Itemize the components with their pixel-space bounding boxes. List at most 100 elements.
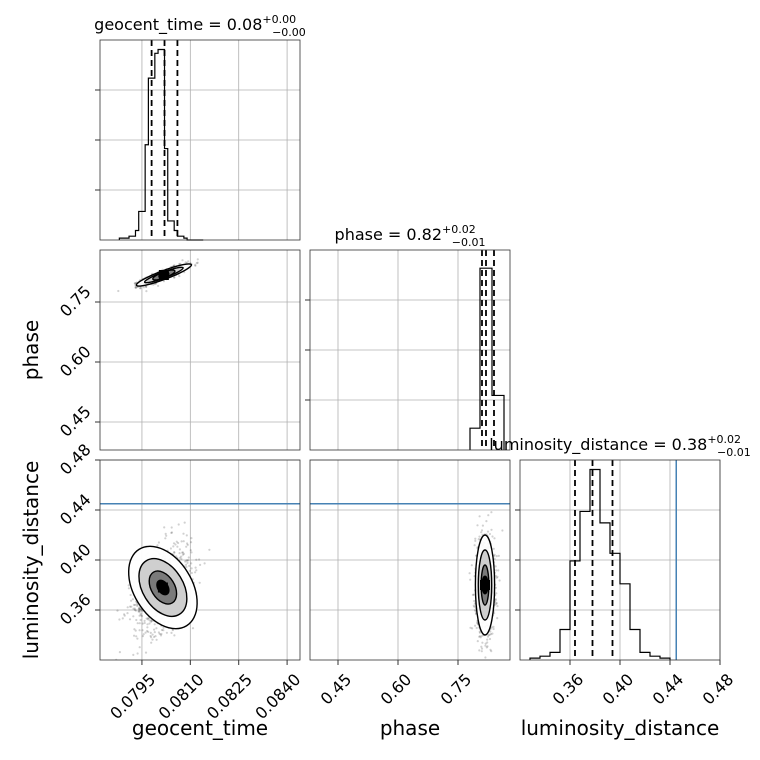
sample-point xyxy=(137,610,140,613)
sample-point xyxy=(486,641,489,644)
histogram-steps-luminosity_distance xyxy=(529,468,671,660)
sample-point xyxy=(481,641,484,644)
sample-point xyxy=(491,632,494,635)
sample-point xyxy=(138,608,141,611)
sample-point xyxy=(145,617,148,620)
sample-point xyxy=(162,280,165,283)
sample-point xyxy=(169,547,172,550)
sample-point xyxy=(492,547,495,550)
sample-point xyxy=(493,557,496,561)
sample-point xyxy=(186,561,189,565)
sample-point xyxy=(478,535,481,538)
sample-point xyxy=(480,529,484,532)
sample-point xyxy=(171,629,174,632)
sample-point xyxy=(182,540,185,543)
sample-point xyxy=(471,593,474,597)
sample-point xyxy=(162,629,165,632)
sample-point xyxy=(469,578,472,581)
sample-point xyxy=(196,258,199,261)
sample-point xyxy=(139,612,142,616)
sample-point xyxy=(123,613,126,616)
sample-point xyxy=(496,617,499,620)
density-peak xyxy=(157,582,168,593)
sample-point xyxy=(490,528,493,531)
sample-point xyxy=(492,627,495,631)
sample-point xyxy=(173,634,176,637)
sample-point xyxy=(177,523,180,526)
sample-point xyxy=(153,631,156,634)
sample-point xyxy=(138,646,141,649)
sample-point xyxy=(497,569,500,572)
sample-point xyxy=(133,607,136,610)
sample-point xyxy=(182,532,185,535)
sample-point xyxy=(480,650,483,653)
sample-point xyxy=(146,623,149,626)
sample-point xyxy=(185,565,188,569)
sample-point xyxy=(123,614,126,617)
sample-point xyxy=(127,587,130,590)
sample-point xyxy=(145,290,148,293)
sample-point xyxy=(495,569,498,572)
sample-point xyxy=(180,540,183,543)
sample-point xyxy=(143,619,146,623)
sample-point xyxy=(139,287,142,290)
sample-point xyxy=(479,635,482,638)
sample-point xyxy=(144,651,148,654)
sample-point xyxy=(194,264,197,267)
y-tick-label: 0.75 xyxy=(56,282,95,321)
sample-point xyxy=(198,558,201,561)
sample-point xyxy=(184,560,187,563)
sample-point xyxy=(489,648,492,651)
sample-point xyxy=(492,625,495,629)
sample-point xyxy=(478,649,481,652)
sample-point xyxy=(190,567,193,570)
sample-point xyxy=(132,603,135,607)
sample-point xyxy=(495,555,498,558)
panel-frame xyxy=(99,39,301,241)
sample-point xyxy=(189,549,192,552)
sample-point xyxy=(164,532,167,536)
panel-frame xyxy=(309,249,511,451)
sample-point xyxy=(489,633,493,636)
sample-point xyxy=(474,539,477,543)
sample-point xyxy=(476,524,479,527)
sample-point xyxy=(190,571,193,575)
sample-point xyxy=(133,282,136,285)
sample-point xyxy=(485,520,488,523)
sample-point xyxy=(163,526,166,529)
sample-point xyxy=(180,557,183,561)
sample-point xyxy=(150,619,153,622)
sample-point xyxy=(141,622,144,625)
sample-point xyxy=(170,531,174,534)
sample-point xyxy=(195,262,198,265)
sample-point xyxy=(151,638,154,641)
sample-point xyxy=(484,642,487,645)
sample-point xyxy=(170,631,173,635)
sample-point xyxy=(158,632,161,636)
sample-point xyxy=(191,627,195,630)
sample-point xyxy=(155,627,158,630)
sample-point xyxy=(489,630,492,633)
sample-point xyxy=(147,630,150,634)
density-peak xyxy=(158,270,169,280)
sample-point xyxy=(198,581,201,584)
y-tick-label: 0.36 xyxy=(56,590,95,629)
sample-point xyxy=(149,634,152,638)
sample-point xyxy=(170,526,173,529)
panel-background xyxy=(100,250,300,450)
sample-point xyxy=(151,633,154,636)
sample-point xyxy=(149,631,152,635)
sample-point xyxy=(139,608,142,611)
sample-point xyxy=(184,261,187,264)
sample-point xyxy=(185,534,188,537)
sample-point xyxy=(138,629,141,632)
sample-point xyxy=(194,571,197,574)
sample-point xyxy=(157,631,160,634)
sample-point xyxy=(493,553,496,557)
sample-point xyxy=(497,554,500,558)
sample-point xyxy=(490,650,493,653)
sample-point xyxy=(139,614,142,617)
sample-point xyxy=(498,579,501,582)
sample-point xyxy=(495,576,498,579)
x-tick-label: 0.0840 xyxy=(251,670,304,723)
